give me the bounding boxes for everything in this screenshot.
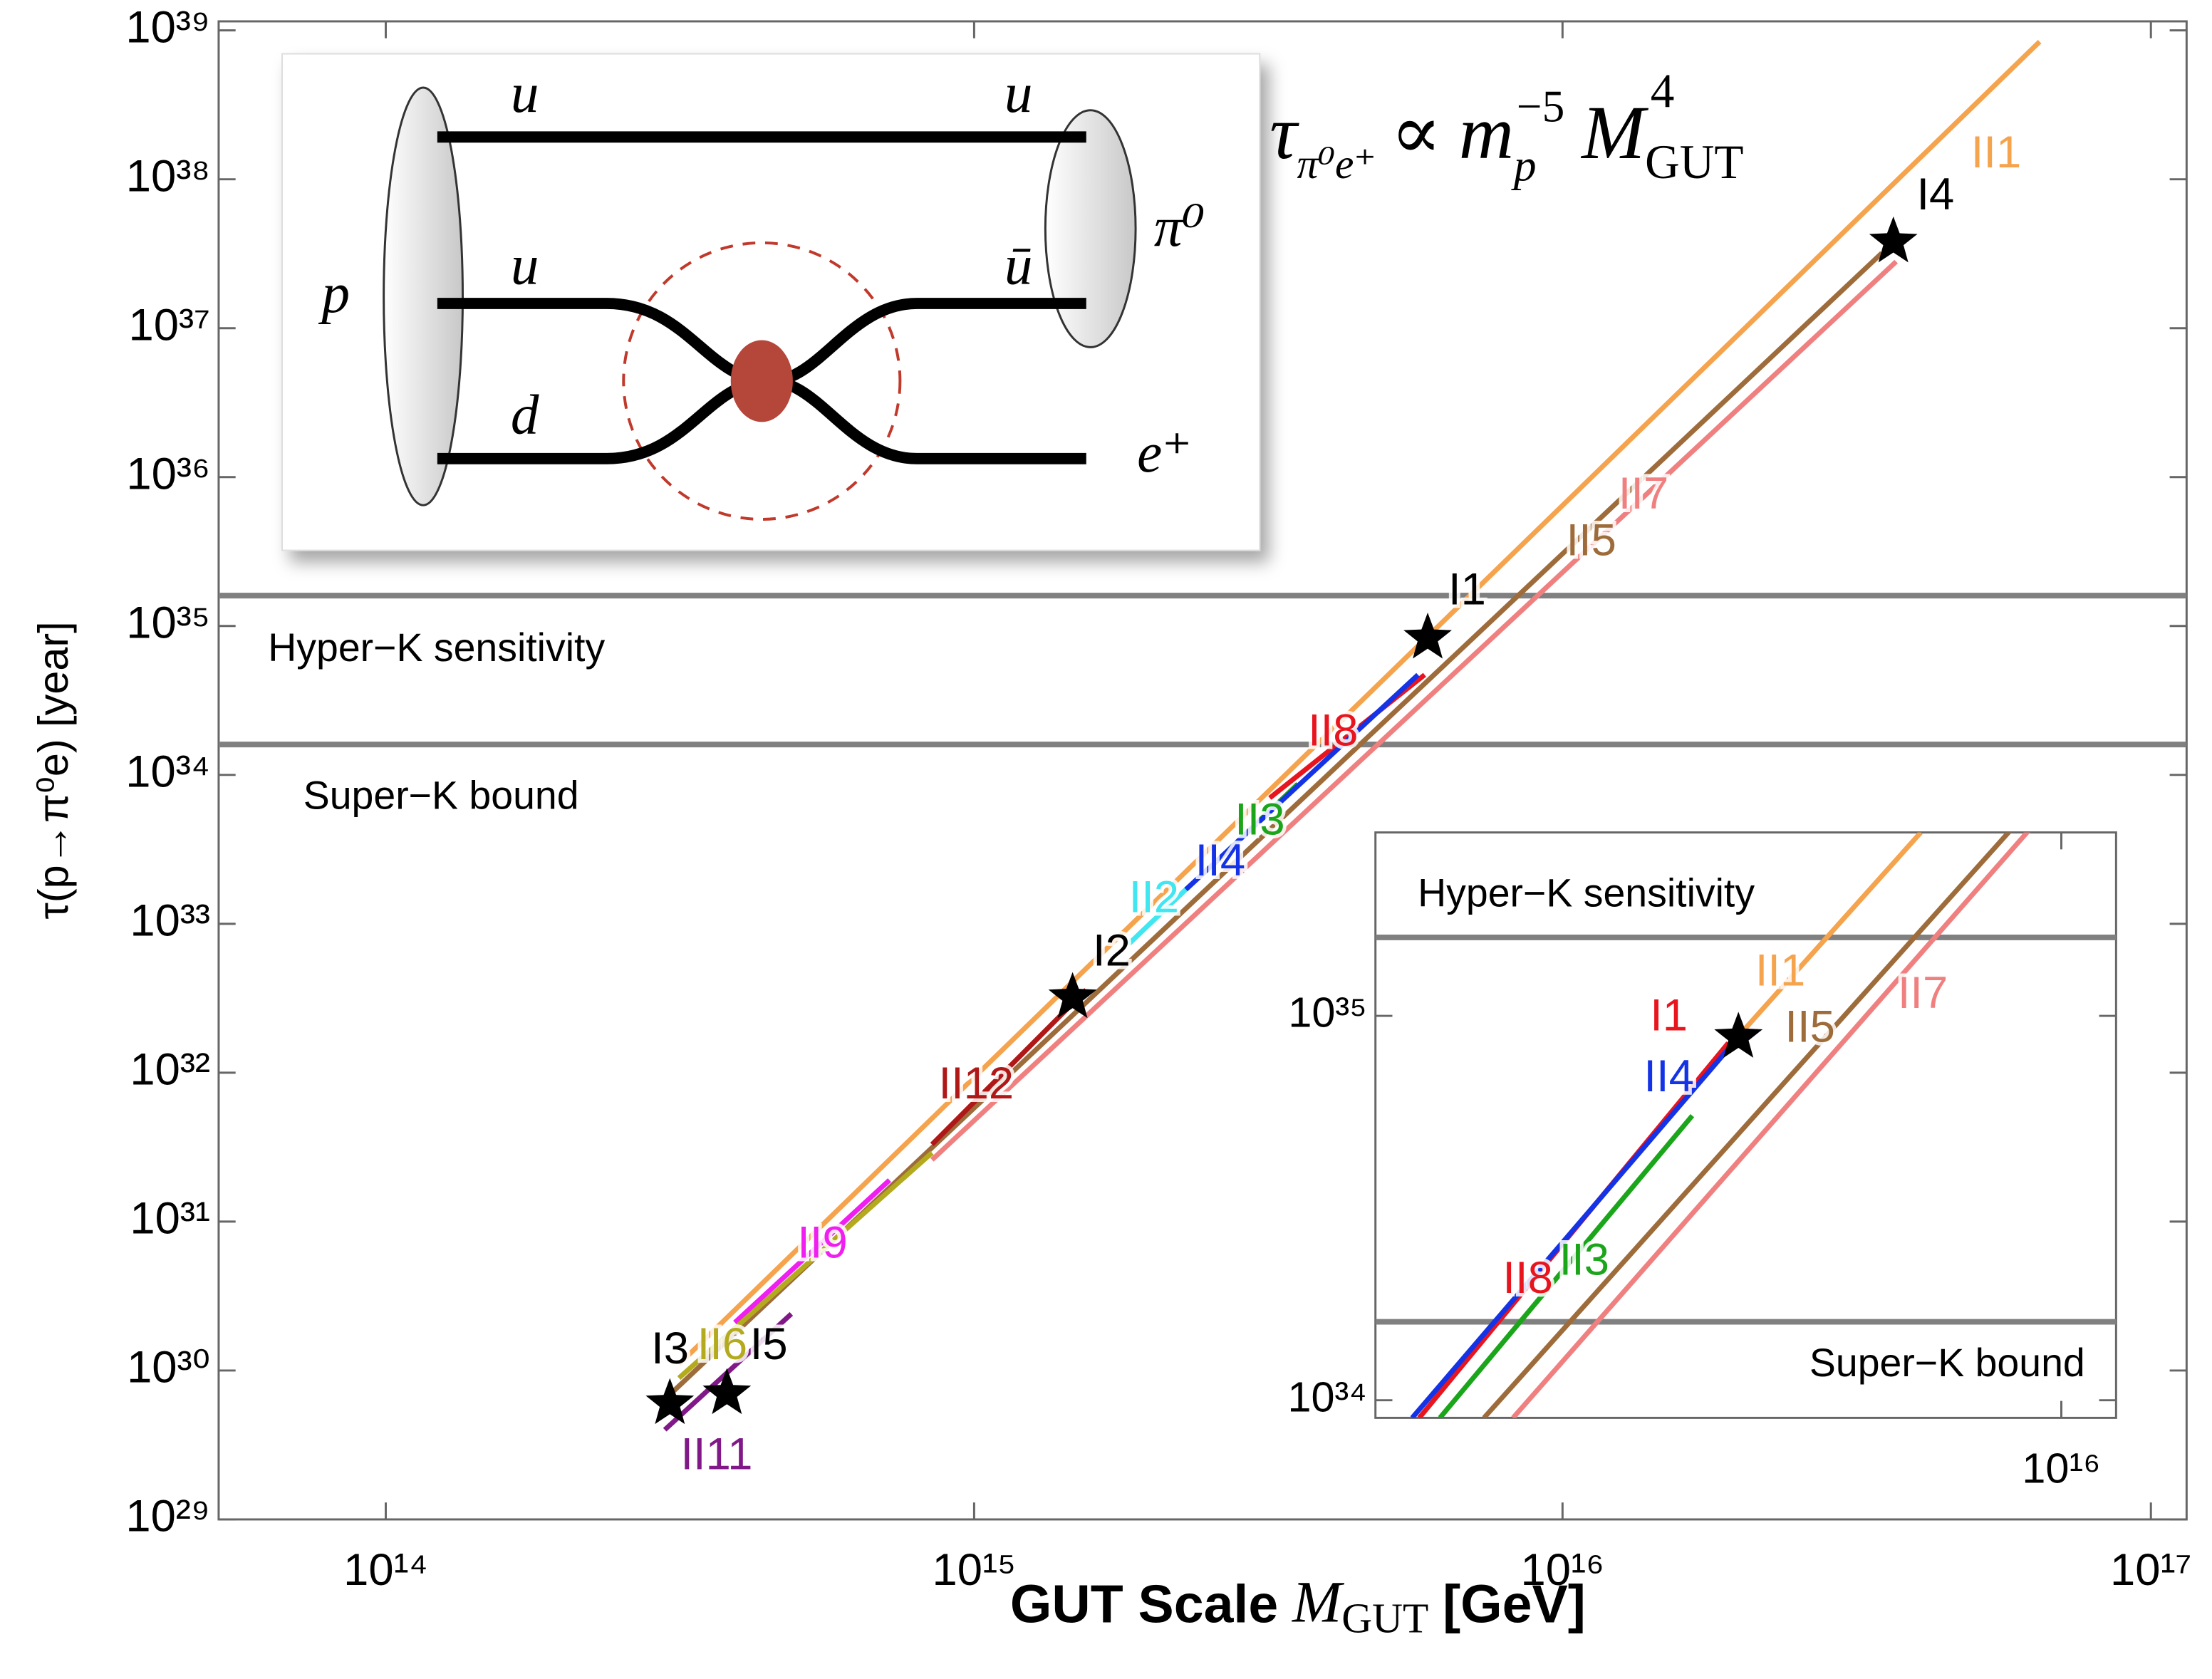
series-label: II7	[1898, 968, 1948, 1018]
y-tick-label: 10³⁶	[126, 449, 210, 499]
x-tick-label: 10¹⁶	[1520, 1545, 1604, 1595]
x-axis-title-part: GUT	[1341, 1594, 1428, 1641]
y-tick-label: 10³⁵	[126, 598, 210, 648]
point-label: I4	[1916, 170, 1954, 219]
y-tick-label: 10³²	[130, 1045, 210, 1095]
series-line	[733, 1178, 891, 1325]
x-tick-label: 10¹⁷	[2110, 1545, 2192, 1595]
series-label: II6	[697, 1319, 747, 1369]
y-tick-label: 10³³	[130, 896, 210, 946]
series-line	[1126, 888, 1188, 946]
reference-label: Hyper−K sensitivity	[1418, 870, 1755, 915]
positron-label: e⁺	[1137, 422, 1192, 484]
reference-label: Hyper−K sensitivity	[268, 625, 605, 670]
reference-label: Super−K bound	[303, 774, 579, 818]
point-label: I2	[1093, 926, 1131, 976]
y-tick-label: 10³⁴	[1287, 1373, 1366, 1420]
series-label: II3	[1235, 794, 1284, 844]
series-label: II4	[1644, 1051, 1693, 1101]
y-tick-label: 10²⁹	[125, 1492, 210, 1542]
series-label: II5	[1566, 515, 1616, 565]
series-label: II4	[1195, 836, 1245, 885]
pion-blob	[1044, 109, 1137, 348]
star-marker	[1048, 972, 1097, 1019]
quark-label: ū	[1004, 234, 1033, 297]
formula: τπ⁰e⁺ ∝ mp −5 MGUT 4	[1269, 65, 1743, 191]
proton-label: p	[318, 262, 350, 325]
formula-part: GUT	[1645, 135, 1743, 189]
plot-frame	[217, 20, 2188, 1521]
y-tick-label: 10³⁰	[127, 1343, 210, 1393]
formula-part: −5	[1517, 82, 1564, 132]
star-marker	[1403, 613, 1452, 659]
series-label: II7	[1619, 469, 1668, 519]
star-marker	[1714, 1012, 1763, 1058]
quark-label: d	[511, 384, 539, 447]
formula-part: 4	[1651, 65, 1675, 118]
series-line	[1511, 832, 2030, 1418]
x-axis-title-part: M	[1292, 1569, 1345, 1635]
series-label: II8	[1502, 1253, 1552, 1303]
series-line	[1184, 672, 1420, 892]
formula-part: p	[1511, 141, 1537, 191]
star-marker	[702, 1368, 752, 1415]
y-tick-label: 10³⁷	[129, 300, 211, 350]
series-line	[1410, 1035, 1740, 1418]
series-line	[1735, 832, 1923, 1039]
x-tick-label: 10¹⁴	[343, 1545, 428, 1595]
x-tick-label: 10¹⁶	[2022, 1444, 2100, 1492]
series-line	[677, 1150, 934, 1381]
point-label: I1	[1650, 991, 1688, 1041]
formula-part: ∝	[1391, 91, 1442, 175]
x-axis-title: GUT Scale MGUT [GeV]	[1010, 1569, 1586, 1641]
formula-part: π⁰e⁺	[1297, 140, 1376, 187]
series-label: II5	[1785, 1002, 1834, 1052]
plot-area	[1375, 832, 2117, 1418]
series-line	[930, 259, 1898, 1162]
y-tick-label: 10³⁸	[126, 151, 210, 201]
formula-part: τ	[1269, 91, 1299, 175]
formula-part: m	[1459, 91, 1514, 175]
interaction-region	[622, 241, 902, 521]
series-line	[1482, 832, 2013, 1418]
point-label: I3	[651, 1324, 689, 1373]
x-axis-title-part: GUT Scale	[1010, 1574, 1278, 1634]
main-plot: 10¹⁴ 10¹⁵ 10¹⁶ 10¹⁷ 10²⁹ 10³⁰ 10³¹ 10³² 10³³ 10³⁴…	[125, 2, 2191, 1595]
point-label: I1	[1448, 565, 1486, 615]
proton-blob	[383, 86, 464, 506]
quark-label: u	[511, 234, 539, 297]
series-line	[677, 39, 2042, 1366]
series-line	[1438, 1113, 1695, 1418]
quark-label: u	[511, 62, 539, 125]
star-marker	[1869, 216, 1918, 263]
quark-label: u	[1004, 62, 1033, 125]
y-tick-label: 10³⁴	[125, 747, 210, 797]
vertex	[730, 340, 793, 422]
series-label: II2	[1129, 872, 1179, 922]
series-label: II1	[1755, 945, 1805, 995]
x-axis-title-part: [GeV]	[1443, 1574, 1586, 1634]
series-label: II3	[1559, 1234, 1609, 1284]
feynman-diagram: u u d u ū p π⁰ e⁺	[281, 53, 1261, 551]
x-tick-label: 10¹⁵	[932, 1545, 1016, 1595]
series-label: II8	[1308, 706, 1358, 756]
series-label: II9	[797, 1218, 847, 1268]
reference-label: Super−K bound	[1809, 1341, 2085, 1385]
y-axis-title: τ(p→π⁰e) [year]	[29, 621, 77, 919]
point-label: I5	[750, 1319, 788, 1369]
y-tick-label: 10³¹	[130, 1194, 210, 1244]
formula-part: M	[1580, 91, 1648, 175]
series-label: II11	[680, 1430, 752, 1480]
series-label: II12	[938, 1059, 1014, 1108]
pion-label: π⁰	[1154, 196, 1205, 259]
y-tick-label: 10³⁵	[1288, 989, 1366, 1036]
series-label: II1	[1971, 128, 2021, 177]
star-marker	[645, 1378, 695, 1425]
inset-plot: 10¹⁶ 10³⁴ 10³⁵ Hyper−K sensitivity Super−K b…	[1287, 831, 2117, 1492]
y-tick-label: 10³⁹	[125, 2, 210, 52]
plot-area	[218, 39, 2187, 1432]
